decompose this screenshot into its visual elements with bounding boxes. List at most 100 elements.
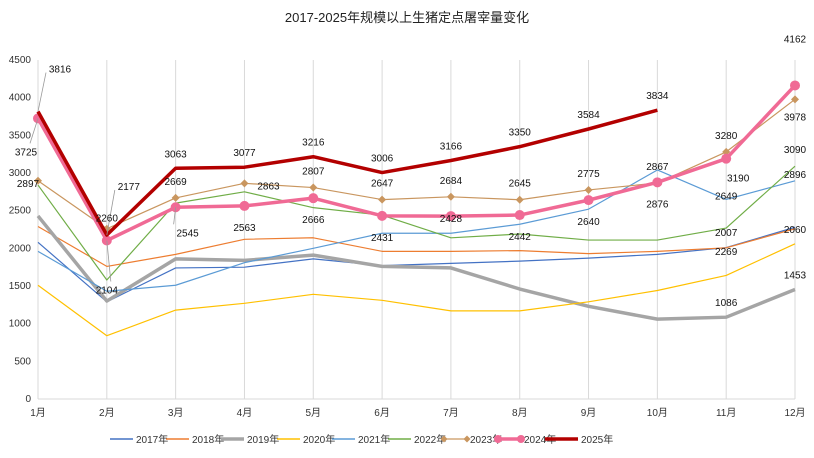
- y-tick-label: 3000: [9, 168, 32, 179]
- series-line-2018年: [37, 225, 796, 268]
- data-label: 3978: [784, 112, 807, 123]
- x-tick-label: 9月: [581, 407, 597, 419]
- data-label: 2645: [509, 179, 532, 190]
- series-line-2023年: [37, 98, 796, 230]
- leader-line: [29, 118, 39, 144]
- x-tick-label: 7月: [443, 407, 459, 419]
- data-label: 2896: [784, 170, 807, 181]
- legend-item: 2021年: [332, 433, 390, 446]
- leader-line: [173, 207, 177, 225]
- data-label: 2442: [509, 232, 532, 243]
- data-label: 3350: [509, 128, 532, 139]
- data-point: [652, 177, 663, 188]
- data-label: 1453: [784, 271, 807, 282]
- y-axis: 0 500 1000 1500 2000 2500 3000 3500 4000 4500: [9, 55, 32, 405]
- data-label: 2260: [96, 214, 119, 225]
- data-point: [514, 210, 525, 221]
- data-label: 3063: [165, 149, 188, 160]
- data-label: 3006: [371, 154, 394, 165]
- data-label: 2060: [784, 225, 807, 236]
- x-tick-label: 1月: [30, 407, 46, 419]
- legend-label: 2025年: [581, 433, 613, 446]
- leader-line: [106, 189, 116, 236]
- y-tick-label: 1000: [9, 319, 32, 330]
- data-label: 2269: [715, 247, 738, 258]
- legend-item: 2023年: [440, 433, 502, 446]
- data-label: 2863: [257, 181, 280, 192]
- data-label: 2647: [371, 179, 394, 190]
- legend-label: 2019年: [247, 433, 279, 446]
- data-label: 2428: [440, 214, 463, 225]
- legend-marker: [517, 435, 525, 443]
- data-label: 3077: [233, 148, 256, 159]
- data-point: [722, 147, 731, 156]
- legend-item: 2020年: [277, 433, 335, 446]
- data-point: [721, 153, 732, 164]
- data-label: 2649: [715, 191, 738, 202]
- data-point: [378, 195, 387, 204]
- data-point: [309, 183, 318, 192]
- data-label: 2545: [177, 228, 200, 239]
- legend-label: 2021年: [358, 433, 390, 446]
- y-tick-label: 4000: [9, 93, 32, 104]
- x-tick-label: 2月: [99, 407, 115, 419]
- legend-marker: [494, 435, 502, 443]
- x-tick-label: 11月: [716, 407, 736, 419]
- data-point: [515, 195, 524, 204]
- data-label: 3280: [715, 131, 738, 142]
- data-point: [583, 195, 594, 206]
- x-tick-label: 10月: [647, 407, 668, 419]
- data-label: 2684: [440, 176, 463, 187]
- legend-item: 2025年: [545, 433, 613, 446]
- data-label: 2876: [646, 199, 669, 210]
- x-tick-label: 4月: [237, 407, 253, 419]
- data-label: 2807: [302, 167, 325, 178]
- legend-item: 2022年: [388, 433, 446, 446]
- legend-label: 2024年: [524, 433, 556, 446]
- leader-line: [37, 72, 47, 112]
- data-point: [446, 192, 455, 201]
- data-label: 2007: [715, 228, 738, 239]
- y-tick-label: 4500: [9, 55, 32, 66]
- series-line-2020年: [37, 243, 796, 337]
- data-label: 3216: [302, 138, 325, 149]
- data-label: 2867: [646, 162, 669, 173]
- leader-line: [106, 240, 112, 282]
- data-point: [584, 185, 593, 194]
- data-point: [240, 179, 249, 188]
- data-point: [445, 211, 456, 222]
- data-label: 3834: [646, 91, 669, 102]
- y-tick-label: 1500: [9, 281, 32, 292]
- y-tick-label: 3500: [9, 130, 32, 141]
- series-line-2025年: [36, 108, 658, 237]
- data-label: 3584: [577, 110, 600, 121]
- data-label: 3725: [15, 147, 38, 158]
- series-line-2017年: [37, 226, 796, 303]
- data-label: 2897: [17, 179, 40, 190]
- x-tick-label: 8月: [512, 407, 528, 419]
- x-tick-label: 3月: [168, 407, 184, 419]
- legend-item: 2019年: [221, 433, 279, 446]
- series-line-2019年: [36, 214, 796, 321]
- data-label: 2104: [96, 285, 119, 296]
- y-tick-label: 2500: [9, 206, 32, 217]
- legend-label: 2017年: [136, 433, 168, 446]
- x-tick-label: 5月: [305, 407, 321, 419]
- legend: 2017年 2018年 2019年 2020年 2021年 2022年 2023年 2024年…: [110, 433, 613, 446]
- x-tick-label: 12月: [784, 407, 805, 419]
- x-axis: 1月 2月 3月 4月 5月 6月 7月 8月 9月 10月 11月 12月: [30, 407, 805, 419]
- legend-label: 2020年: [303, 433, 335, 446]
- legend-item: 2017年: [110, 433, 168, 446]
- y-tick-label: 500: [14, 356, 31, 367]
- data-point: [239, 200, 250, 211]
- y-tick-label: 0: [25, 394, 31, 405]
- x-tick-label: 6月: [374, 407, 390, 419]
- data-point: [171, 193, 180, 202]
- data-label: 2669: [165, 177, 188, 188]
- series-line-2022年: [37, 165, 796, 281]
- data-label: 2563: [233, 223, 256, 234]
- data-label: 2666: [302, 215, 325, 226]
- data-label: 2775: [577, 169, 600, 180]
- series-line-2024年: [36, 84, 797, 243]
- data-label: 3190: [727, 174, 750, 185]
